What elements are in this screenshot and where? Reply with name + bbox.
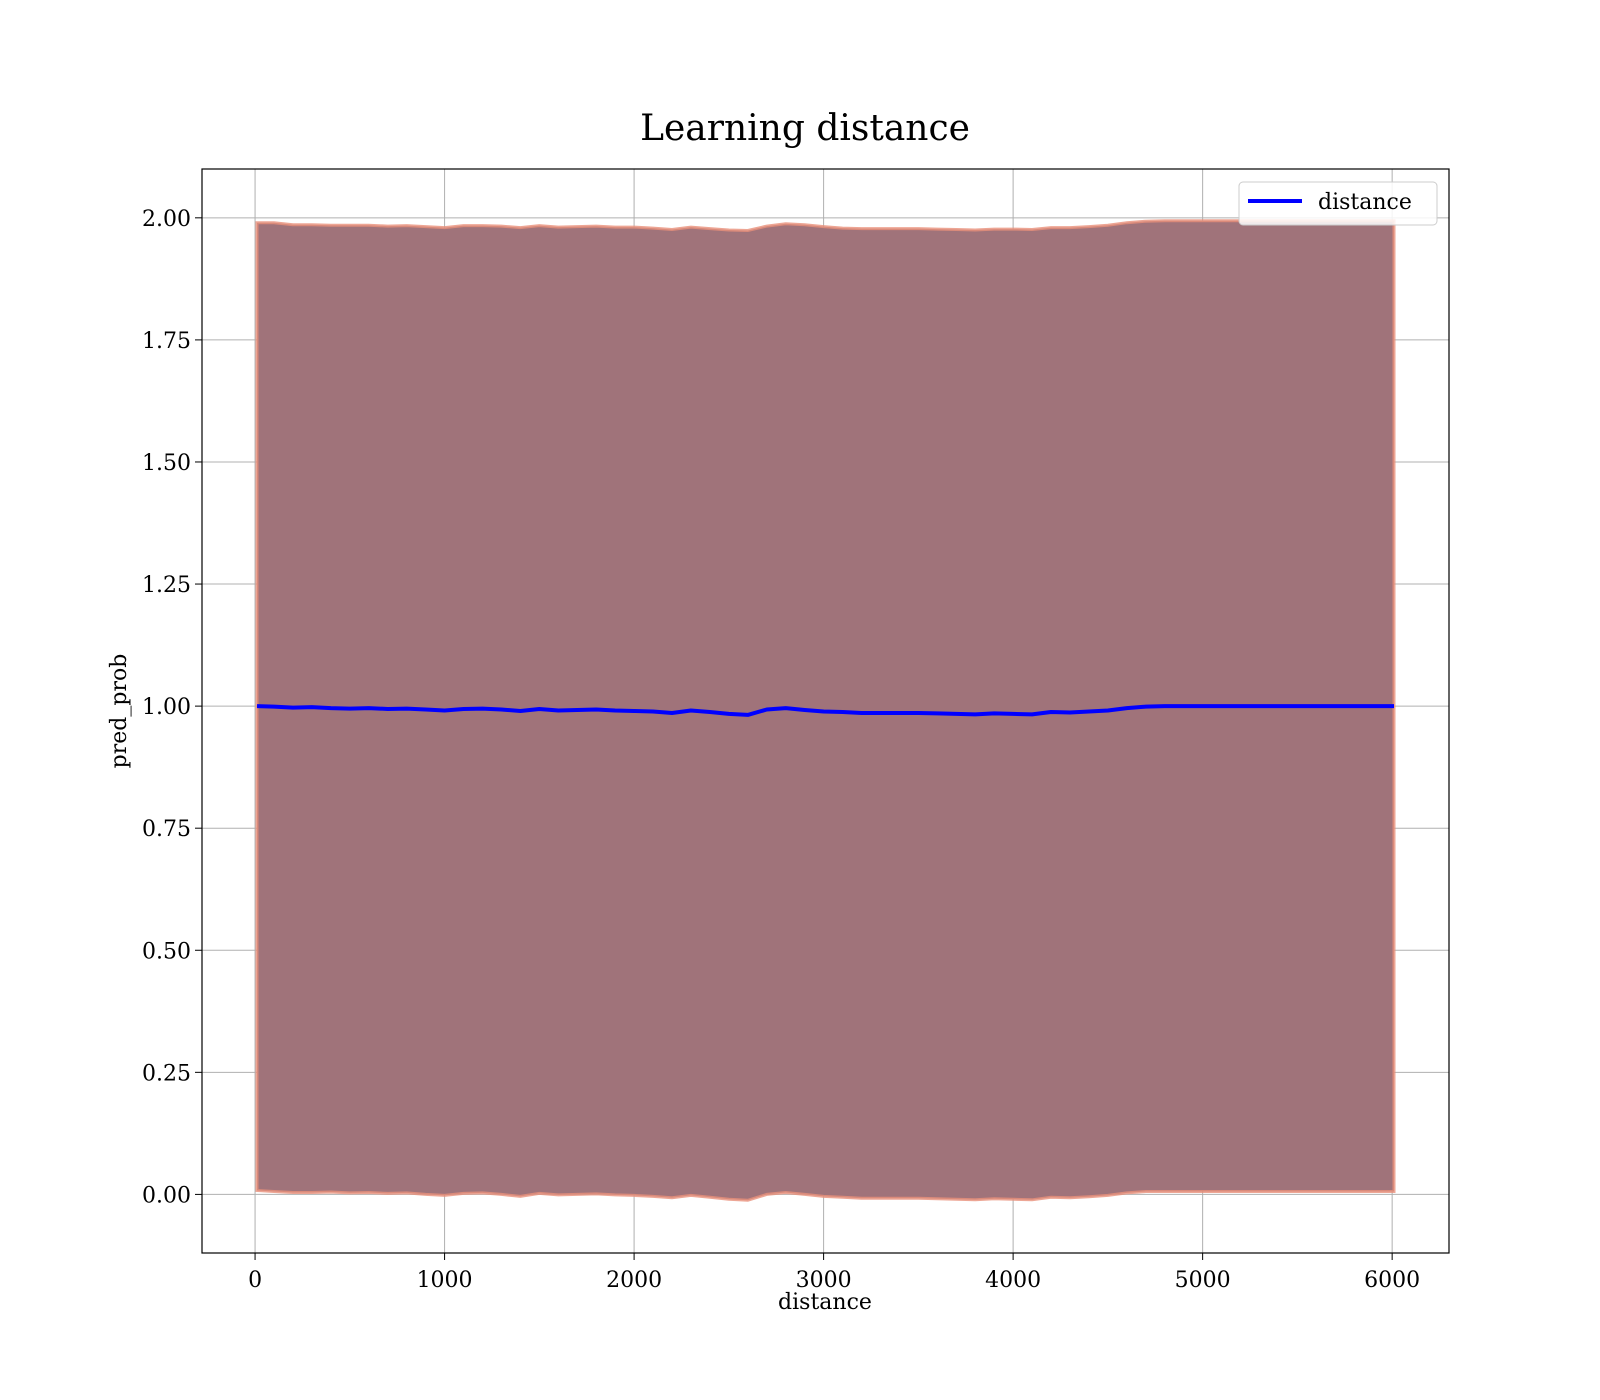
series-line-distance: [256, 704, 1394, 717]
plot-frame: [201, 168, 1450, 1254]
y-tick-label: 1.00: [142, 695, 191, 720]
x-tick-label: 4000: [985, 1268, 1041, 1293]
y-tick-label: 0.00: [142, 1183, 191, 1208]
x-axis-ticks: 0 1000 2000 3000 4000 5000 6000: [248, 1253, 1420, 1293]
x-tick-label: 6000: [1364, 1268, 1420, 1293]
x-tick-label: 3000: [796, 1268, 852, 1293]
y-axis-title: pred_prob: [107, 654, 132, 769]
x-tick-label: 1000: [417, 1268, 473, 1293]
x-tick-label: 5000: [1175, 1268, 1231, 1293]
legend-label: distance: [1318, 190, 1412, 215]
legend: distance: [1238, 181, 1438, 226]
chart-title: Learning distance: [640, 108, 970, 149]
y-tick-label: 0.25: [142, 1061, 191, 1086]
x-tick-label: 2000: [606, 1268, 662, 1293]
series-lines: [256, 704, 1394, 717]
legend-box: [1238, 181, 1438, 226]
y-tick-label: 1.50: [142, 451, 191, 476]
x-tick-label: 0: [248, 1268, 262, 1293]
y-axis-ticks: 0.00 0.25 0.50 0.75 1.00 1.25 1.50 1.75 2.00: [142, 207, 202, 1208]
y-tick-label: 1.25: [142, 573, 191, 598]
y-tick-label: 2.00: [142, 207, 191, 232]
y-tick-label: 0.75: [142, 817, 191, 842]
y-tick-label: 0.50: [142, 939, 191, 964]
x-axis-title: distance: [778, 1290, 872, 1315]
y-tick-label: 1.75: [142, 329, 191, 354]
